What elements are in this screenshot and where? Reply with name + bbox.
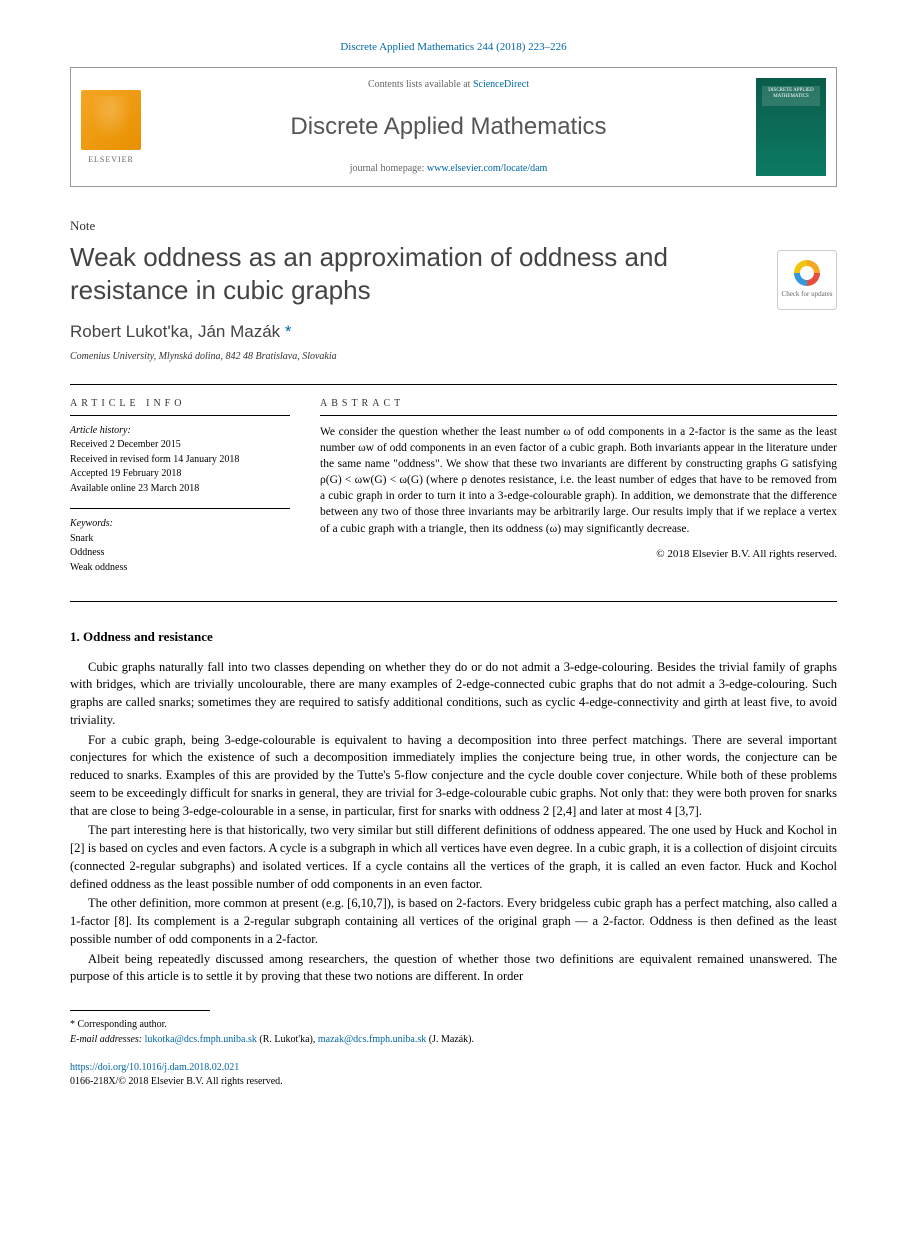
body-paragraph-5: Albeit being repeatedly discussed among … — [70, 951, 837, 987]
history-revised: Received in revised form 14 January 2018 — [70, 454, 239, 465]
info-abstract-row: article info Article history: Received 2… — [70, 397, 837, 576]
corresponding-mark: * — [280, 322, 291, 341]
top-citation: Discrete Applied Mathematics 244 (2018) … — [70, 40, 837, 55]
homepage-prefix: journal homepage: — [350, 163, 427, 174]
journal-name: Discrete Applied Mathematics — [151, 110, 746, 144]
doi-block: https://doi.org/10.1016/j.dam.2018.02.02… — [70, 1061, 837, 1089]
keywords-label: Keywords: — [70, 518, 113, 529]
abstract-rule — [320, 415, 837, 416]
info-rule — [70, 415, 290, 416]
keyword-1: Snark — [70, 533, 93, 544]
authors: Robert Lukot'ka, Ján Mazák * — [70, 320, 837, 344]
email-label: E-mail addresses: — [70, 1034, 145, 1045]
crossmark-badge[interactable]: Check for updates — [777, 250, 837, 310]
journal-cover-thumbnail[interactable]: DISCRETE APPLIED MATHEMATICS — [756, 78, 826, 176]
cover-text: DISCRETE APPLIED MATHEMATICS — [756, 88, 826, 99]
history-accepted: Accepted 19 February 2018 — [70, 468, 181, 479]
keyword-2: Oddness — [70, 547, 104, 558]
header-center: Contents lists available at ScienceDirec… — [151, 68, 746, 186]
footnote-corresponding: * Corresponding author. — [70, 1017, 837, 1032]
article-info-column: article info Article history: Received 2… — [70, 397, 290, 576]
history-received: Received 2 December 2015 — [70, 439, 181, 450]
doi-link[interactable]: https://doi.org/10.1016/j.dam.2018.02.02… — [70, 1062, 239, 1073]
body-paragraph-1: Cubic graphs naturally fall into two cla… — [70, 659, 837, 730]
elsevier-logo[interactable]: ELSEVIER — [71, 68, 151, 186]
contents-prefix: Contents lists available at — [368, 79, 473, 90]
article-title: Weak oddness as an approximation of oddn… — [70, 241, 690, 306]
email-link-1[interactable]: lukotka@dcs.fmph.uniba.sk — [145, 1034, 257, 1045]
body-paragraph-3: The part interesting here is that histor… — [70, 822, 837, 893]
section-1-heading: 1. Oddness and resistance — [70, 628, 837, 646]
crossmark-icon — [794, 260, 820, 286]
author-names: Robert Lukot'ka, Ján Mazák — [70, 322, 280, 341]
rule-bottom — [70, 601, 837, 602]
homepage-line: journal homepage: www.elsevier.com/locat… — [151, 162, 746, 176]
crossmark-label: Check for updates — [782, 290, 833, 300]
homepage-link[interactable]: www.elsevier.com/locate/dam — [427, 163, 547, 174]
article-history: Article history: Received 2 December 201… — [70, 424, 290, 497]
keywords-rule — [70, 508, 290, 509]
article-info-heading: article info — [70, 397, 290, 411]
body-paragraph-4: The other definition, more common at pre… — [70, 895, 837, 948]
footnote-separator — [70, 1010, 210, 1011]
sciencedirect-link[interactable]: ScienceDirect — [473, 79, 529, 90]
history-label: Article history: — [70, 425, 131, 436]
article-type: Note — [70, 217, 837, 235]
keywords-block: Keywords: Snark Oddness Weak oddness — [70, 517, 290, 575]
body-paragraph-2: For a cubic graph, being 3-edge-colourab… — [70, 732, 837, 821]
journal-header: ELSEVIER Contents lists available at Sci… — [70, 67, 837, 187]
email-link-2[interactable]: mazak@dcs.fmph.uniba.sk — [318, 1034, 426, 1045]
abstract-column: abstract We consider the question whethe… — [320, 397, 837, 576]
abstract-text: We consider the question whether the lea… — [320, 424, 837, 537]
email-who-2: (J. Mazák). — [426, 1034, 474, 1045]
issn-copyright: 0166-218X/© 2018 Elsevier B.V. All right… — [70, 1076, 283, 1087]
elsevier-label: ELSEVIER — [88, 154, 134, 165]
footnotes: * Corresponding author. E-mail addresses… — [70, 1017, 837, 1047]
abstract-heading: abstract — [320, 397, 837, 411]
affiliation: Comenius University, Mlynská dolina, 842… — [70, 350, 837, 364]
abstract-copyright: © 2018 Elsevier B.V. All rights reserved… — [320, 547, 837, 562]
email-who-1: (R. Lukot'ka), — [257, 1034, 318, 1045]
elsevier-tree-icon — [81, 90, 141, 150]
page: Discrete Applied Mathematics 244 (2018) … — [0, 0, 907, 1119]
keyword-3: Weak oddness — [70, 562, 127, 573]
history-online: Available online 23 March 2018 — [70, 483, 199, 494]
footnote-emails: E-mail addresses: lukotka@dcs.fmph.uniba… — [70, 1032, 837, 1047]
contents-available-line: Contents lists available at ScienceDirec… — [151, 78, 746, 92]
rule-top — [70, 384, 837, 385]
